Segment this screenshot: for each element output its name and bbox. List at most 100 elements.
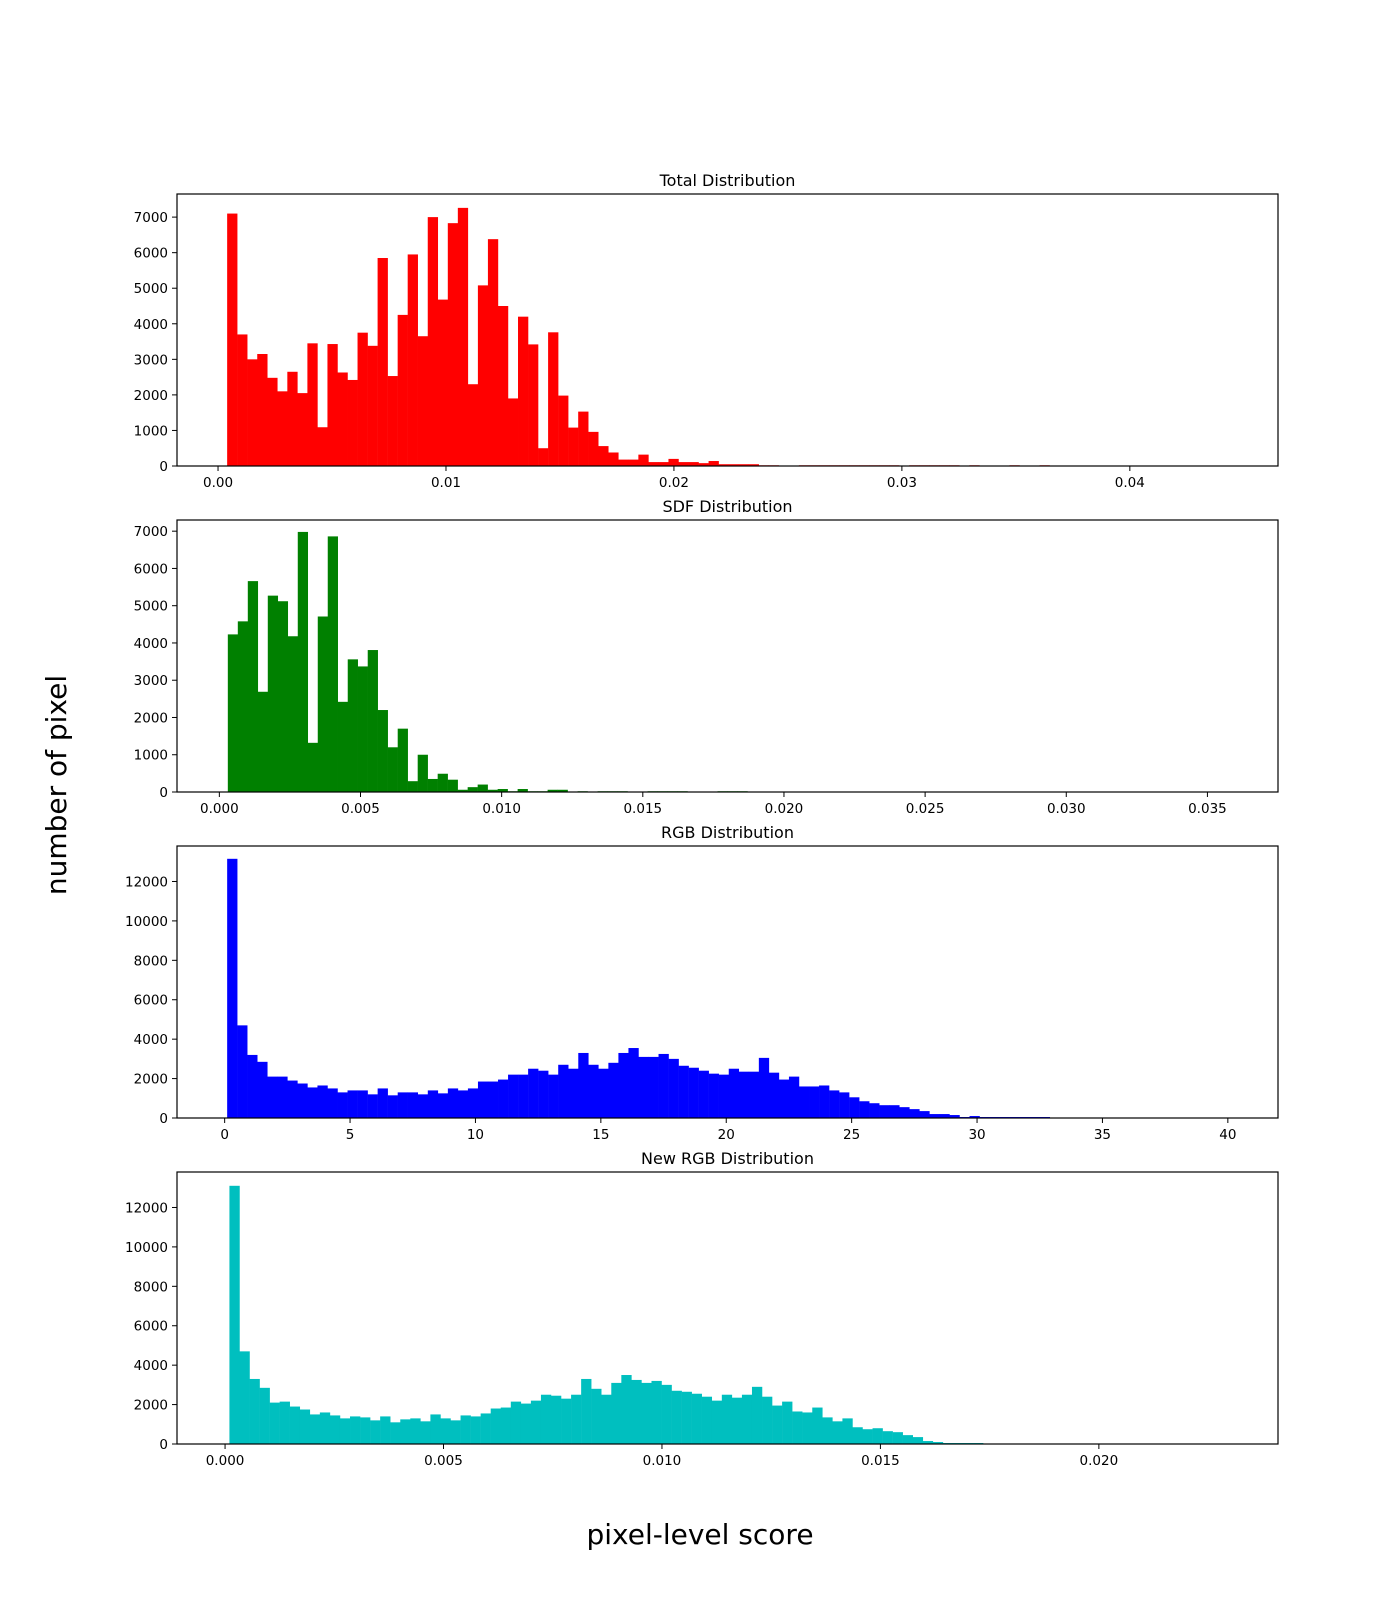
histogram-bar [377, 258, 388, 466]
histogram-bar [397, 1092, 408, 1118]
figure-ylabel: number of pixel [40, 674, 73, 896]
histogram-bar [798, 1086, 810, 1118]
histogram-bar [638, 454, 649, 466]
x-tick-label: 20 [718, 1127, 735, 1143]
histogram-bar [460, 1415, 471, 1444]
histogram-bar [718, 1074, 729, 1118]
y-tick-label: 1000 [134, 748, 168, 764]
histogram-bar [510, 1401, 522, 1444]
histogram-bar [497, 306, 509, 466]
histogram-bar [417, 1094, 429, 1118]
histogram-bar [370, 1420, 381, 1444]
x-tick-label: 0.01 [431, 475, 461, 491]
chart-panel-1: Total Distribution 0.00 0.01 0.02 0.03 0.04 0 1… [134, 171, 1279, 491]
histogram-bar [822, 1417, 833, 1444]
histogram-bar [608, 1062, 619, 1118]
x-tick-label: 0.015 [623, 801, 662, 817]
histogram-bar [899, 1107, 910, 1118]
histogram-bar [437, 299, 449, 466]
histogram-bar [247, 1054, 258, 1118]
histogram-bar [658, 462, 669, 466]
histogram-bar [237, 621, 249, 792]
histogram-bar [631, 1379, 642, 1444]
histogram-bar [420, 1421, 431, 1444]
x-tick-label: 10 [467, 1127, 484, 1143]
histogram-bar [548, 1074, 559, 1118]
histogram-bar [239, 1351, 250, 1444]
histogram-bar [839, 1092, 850, 1118]
histogram-bar [829, 1090, 840, 1118]
histogram-bar [337, 701, 348, 792]
histogram-bar [430, 1414, 441, 1444]
histogram-bar [237, 334, 248, 466]
histogram-bar [299, 1409, 311, 1444]
histogram-bar [648, 462, 659, 466]
histogram-bar [249, 1378, 260, 1444]
histogram-bar [842, 1418, 853, 1444]
x-tick-label: 5 [346, 1127, 355, 1143]
histogram-bar [427, 217, 439, 466]
histogram-bar [859, 1101, 870, 1118]
y-tick-label: 2000 [134, 388, 168, 404]
x-tick-label: 0.010 [643, 1453, 682, 1469]
histogram-bar [758, 1057, 770, 1118]
histogram-bar [267, 1076, 278, 1118]
histogram-bar [708, 461, 719, 466]
histogram-bar [227, 213, 238, 466]
histogram-bar [558, 1064, 569, 1118]
histogram-bar [257, 1061, 268, 1118]
histogram-bars [227, 531, 828, 793]
x-tick-label: 0.000 [206, 1453, 245, 1469]
y-tick-label: 0 [159, 1437, 168, 1453]
x-tick-label: 40 [1219, 1127, 1236, 1143]
histogram-bar [651, 1380, 662, 1444]
histogram-bar [698, 463, 709, 466]
plot-frame [176, 845, 1279, 1119]
histogram-bar [691, 1393, 702, 1444]
y-tick-label: 7000 [134, 210, 168, 226]
histogram-bar [618, 1052, 629, 1118]
histogram-bar [487, 1081, 499, 1118]
histogram-bar [538, 1070, 549, 1118]
plot-frame [176, 519, 1279, 793]
histogram-bar [812, 1407, 823, 1444]
histogram-bar [440, 1418, 451, 1444]
histogram-bar [437, 773, 448, 792]
x-tick-label: 0.020 [1080, 1453, 1119, 1469]
y-tick-label: 12000 [125, 874, 168, 890]
histogram-bar [307, 742, 318, 792]
histogram-bar [768, 1072, 780, 1118]
histogram-bar [849, 1097, 860, 1118]
histogram-bar [772, 1405, 783, 1444]
histogram-bar [267, 377, 278, 466]
y-tick-label: 2000 [134, 1398, 168, 1414]
histogram-bar [287, 1080, 298, 1118]
x-tick-label: 0.00 [203, 475, 233, 491]
histogram-bar [618, 459, 629, 466]
histogram-bar [832, 1421, 843, 1444]
x-tick-label: 0.005 [341, 801, 380, 817]
histogram-bar [588, 1064, 599, 1118]
x-tick-label: 0 [220, 1127, 229, 1143]
histogram-bar [327, 344, 338, 466]
histogram-bar [728, 464, 739, 466]
histogram-bar [528, 1068, 539, 1118]
histogram-bar [658, 1053, 669, 1118]
histogram-bar [751, 1386, 763, 1444]
y-tick-label: 4000 [134, 1032, 168, 1048]
histogram-bar [467, 384, 479, 466]
plot-frame [176, 193, 1279, 467]
histogram-bar [237, 1025, 248, 1118]
histogram-bar [538, 448, 549, 466]
y-tick-label: 12000 [125, 1200, 168, 1216]
y-tick-label: 1000 [134, 423, 168, 439]
chart-title: SDF Distribution [662, 497, 792, 516]
histogram-bar [909, 1109, 920, 1118]
y-tick-label: 7000 [134, 524, 168, 540]
histogram-bar [788, 1076, 800, 1118]
histogram-bar [728, 1068, 740, 1118]
x-tick-label: 0.025 [906, 801, 945, 817]
histogram-bar [387, 376, 398, 466]
histogram-bar [598, 446, 609, 466]
